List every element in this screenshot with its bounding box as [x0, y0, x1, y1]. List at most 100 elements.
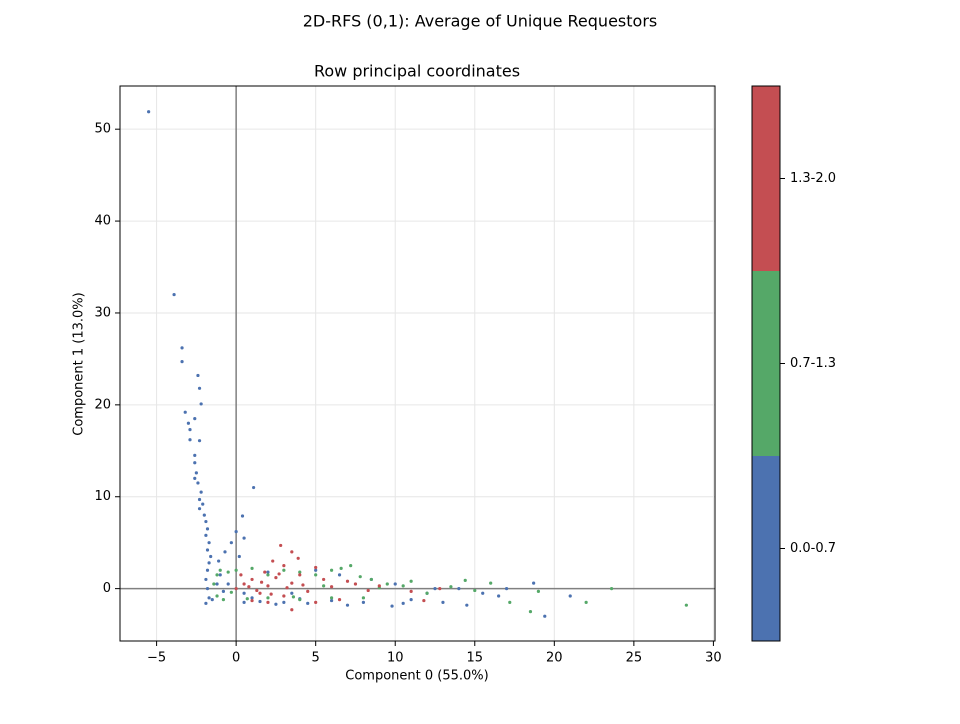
point [409, 579, 413, 583]
point [196, 481, 200, 485]
point [196, 373, 200, 378]
x-tick-label: 15 [466, 651, 483, 666]
point [259, 580, 264, 584]
point [242, 591, 246, 595]
point [422, 598, 426, 603]
point [568, 594, 572, 598]
point [277, 572, 281, 576]
point [409, 589, 413, 593]
point [226, 570, 230, 574]
point [425, 591, 429, 595]
x-tick-label: 30 [705, 651, 722, 666]
point [528, 609, 533, 614]
point [358, 575, 362, 579]
point [250, 566, 254, 571]
point [449, 585, 453, 589]
point [369, 577, 373, 582]
point [290, 581, 294, 585]
point [329, 568, 334, 572]
point [194, 471, 198, 475]
point [218, 573, 222, 577]
point [183, 410, 187, 414]
x-axis-label: Component 0 (55.0%) [345, 669, 488, 684]
point [353, 582, 358, 586]
point [188, 438, 192, 442]
point [684, 603, 688, 607]
colorbar-segment [752, 456, 780, 641]
y-tick-label: 10 [94, 489, 111, 504]
point [282, 594, 286, 598]
point [199, 402, 203, 406]
point [188, 428, 192, 432]
point [226, 582, 230, 586]
x-tick-label: 25 [626, 651, 643, 666]
point [314, 568, 318, 572]
point [349, 564, 353, 568]
point [255, 588, 259, 593]
point [306, 589, 310, 593]
point [339, 566, 343, 571]
point [401, 584, 405, 588]
point [361, 600, 366, 605]
point [282, 568, 286, 572]
point [215, 594, 219, 598]
point [481, 591, 485, 595]
point [207, 596, 211, 600]
point [266, 600, 270, 605]
point [337, 573, 342, 577]
point [252, 485, 256, 490]
point [266, 573, 270, 577]
point [199, 490, 203, 494]
y-tick-label: 20 [94, 397, 111, 412]
point [390, 604, 394, 608]
x-tick-label: 10 [387, 651, 404, 666]
point [197, 497, 202, 502]
point [180, 360, 184, 364]
point [193, 417, 197, 421]
point [433, 587, 437, 591]
point [361, 596, 366, 600]
point [193, 453, 197, 457]
point [212, 582, 216, 586]
point [290, 608, 294, 612]
legend-label: 1.3-2.0 [790, 171, 836, 186]
y-tick-label: 50 [94, 122, 111, 137]
point [229, 590, 233, 594]
point [497, 594, 501, 598]
point [247, 585, 251, 589]
point [291, 595, 296, 599]
point [237, 554, 241, 559]
point [282, 564, 286, 568]
point [250, 598, 254, 603]
point [207, 561, 211, 565]
y-tick-label: 40 [94, 214, 111, 229]
x-tick-label: 5 [312, 651, 320, 666]
point [329, 585, 334, 589]
point [271, 559, 275, 563]
point [290, 550, 294, 554]
point [204, 577, 208, 582]
point [234, 530, 238, 534]
point [205, 587, 210, 591]
point [298, 570, 302, 574]
point [377, 584, 381, 588]
plot-frame [119, 85, 716, 642]
point [209, 554, 213, 559]
point [242, 582, 246, 586]
point [393, 582, 397, 586]
point [201, 502, 205, 506]
point [298, 573, 302, 577]
point [250, 596, 254, 600]
point [282, 600, 286, 605]
point [210, 598, 214, 602]
point [269, 592, 273, 596]
point [172, 292, 176, 297]
point [489, 581, 493, 585]
y-tick-label: 30 [94, 305, 111, 320]
point [457, 587, 461, 591]
point [250, 577, 254, 582]
point [409, 598, 413, 602]
x-tick-label: −5 [147, 651, 166, 666]
point [234, 587, 238, 591]
point [263, 570, 267, 574]
